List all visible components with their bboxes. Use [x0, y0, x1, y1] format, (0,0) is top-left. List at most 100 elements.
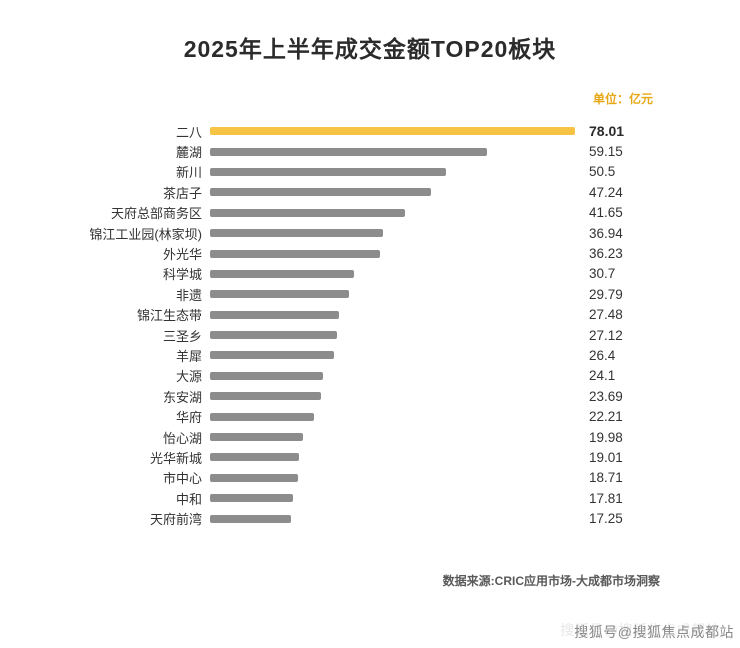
bar-track — [210, 208, 575, 217]
category-label: 科学城 — [162, 267, 202, 283]
bar — [210, 514, 291, 523]
page-title: 2025年上半年成交金额TOP20板块 — [183, 36, 557, 62]
bar-track — [210, 494, 575, 503]
bar — [210, 494, 294, 503]
chart-row: 茶店子 47.24 — [55, 182, 667, 202]
bar-track — [210, 473, 575, 482]
chart-row: 东安湖 23.69 — [55, 386, 667, 406]
chart-row: 大源 24.1 — [55, 366, 667, 386]
category-label: 怡心湖 — [162, 430, 202, 446]
chart-row: 光华新城 19.01 — [55, 447, 667, 467]
watermark: 搜狐号@搜狐焦点成都站 — [574, 624, 734, 640]
value-label: 36.23 — [589, 246, 623, 262]
chart-row: 二八 78.01 — [55, 121, 667, 141]
value-label: 18.71 — [589, 470, 623, 486]
bar-track — [210, 188, 575, 197]
bar-track — [210, 290, 575, 299]
value-label: 23.69 — [589, 388, 623, 404]
bar — [210, 249, 380, 258]
bar-track — [210, 167, 575, 176]
category-label: 大源 — [175, 369, 202, 385]
category-label: 新川 — [175, 165, 202, 181]
chart-row: 中和 17.81 — [55, 488, 667, 508]
bar — [210, 433, 304, 442]
bar — [210, 147, 487, 156]
chart-row: 羊犀 26.4 — [55, 345, 667, 365]
category-label: 市中心 — [162, 471, 202, 487]
chart-row: 怡心湖 19.98 — [55, 427, 667, 447]
bar — [210, 392, 321, 401]
bar — [210, 351, 334, 360]
bar-track — [210, 412, 575, 421]
category-label: 锦江生态带 — [136, 308, 202, 324]
category-label: 羊犀 — [175, 348, 202, 364]
category-label: 中和 — [175, 491, 202, 507]
category-label: 东安湖 — [162, 389, 202, 405]
category-label: 天府总部商务区 — [110, 206, 202, 222]
value-label: 17.25 — [589, 511, 623, 527]
value-label: 24.1 — [589, 368, 616, 384]
bar — [210, 188, 432, 197]
category-label: 外光华 — [162, 247, 202, 263]
bar — [210, 371, 323, 380]
category-label: 非遗 — [175, 287, 202, 303]
bar — [210, 208, 405, 217]
value-label: 19.98 — [589, 429, 623, 445]
value-label: 41.65 — [589, 205, 623, 221]
unit-label: 单位：亿元 — [592, 92, 653, 106]
value-label: 22.21 — [589, 409, 623, 425]
bar — [210, 310, 339, 319]
chart-row: 麓湖 59.15 — [55, 141, 667, 161]
value-label: 29.79 — [589, 286, 623, 302]
value-label: 50.5 — [589, 164, 616, 180]
chart-row: 三圣乡 27.12 — [55, 325, 667, 345]
bar-track — [210, 229, 575, 238]
value-label: 27.48 — [589, 307, 623, 323]
chart-row: 锦江生态带 27.48 — [55, 305, 667, 325]
value-label: 59.15 — [589, 144, 623, 160]
bar-track — [210, 249, 575, 258]
category-label: 茶店子 — [162, 185, 202, 201]
value-label: 26.4 — [589, 347, 616, 363]
bar-track — [210, 269, 575, 278]
value-label: 36.94 — [589, 225, 623, 241]
chart-row: 天府前湾 17.25 — [55, 508, 667, 528]
chart-container: 单位：亿元 二八 78.01 麓湖 59.15 新川 50.5 茶店子 47.24 天府总部商务… — [55, 90, 667, 529]
bar — [210, 290, 350, 299]
bar — [210, 229, 383, 238]
value-label: 30.7 — [589, 266, 616, 282]
bar-track — [210, 310, 575, 319]
bar-track — [210, 351, 575, 360]
chart-row: 天府总部商务区 41.65 — [55, 203, 667, 223]
bar-chart: 二八 78.01 麓湖 59.15 新川 50.5 茶店子 47.24 天府总部商务区 41.65… — [55, 121, 667, 529]
bar — [210, 127, 575, 136]
chart-row: 市中心 18.71 — [55, 468, 667, 488]
chart-row: 锦江工业园(林家坝) 36.94 — [55, 223, 667, 243]
chart-row: 新川 50.5 — [55, 162, 667, 182]
category-label: 麓湖 — [175, 145, 202, 161]
value-label: 47.24 — [589, 184, 623, 200]
bar-track — [210, 453, 575, 462]
bar — [210, 453, 299, 462]
bar-track — [210, 331, 575, 340]
value-label: 19.01 — [589, 449, 623, 465]
chart-row: 华府 22.21 — [55, 406, 667, 426]
bar — [210, 473, 298, 482]
bar-track — [210, 392, 575, 401]
bar-track — [210, 147, 575, 156]
bar — [210, 412, 314, 421]
category-label: 光华新城 — [149, 450, 202, 466]
bar-track — [210, 127, 575, 136]
value-label: 78.01 — [589, 123, 625, 140]
chart-row: 外光华 36.23 — [55, 243, 667, 263]
bar-track — [210, 371, 575, 380]
chart-row: 科学城 30.7 — [55, 264, 667, 284]
value-label: 27.12 — [589, 327, 623, 343]
bar — [210, 269, 354, 278]
chart-row: 非遗 29.79 — [55, 284, 667, 304]
value-label: 17.81 — [589, 490, 623, 506]
category-label: 天府前湾 — [149, 512, 202, 528]
bar — [210, 167, 447, 176]
bar-track — [210, 514, 575, 523]
bar — [210, 331, 337, 340]
